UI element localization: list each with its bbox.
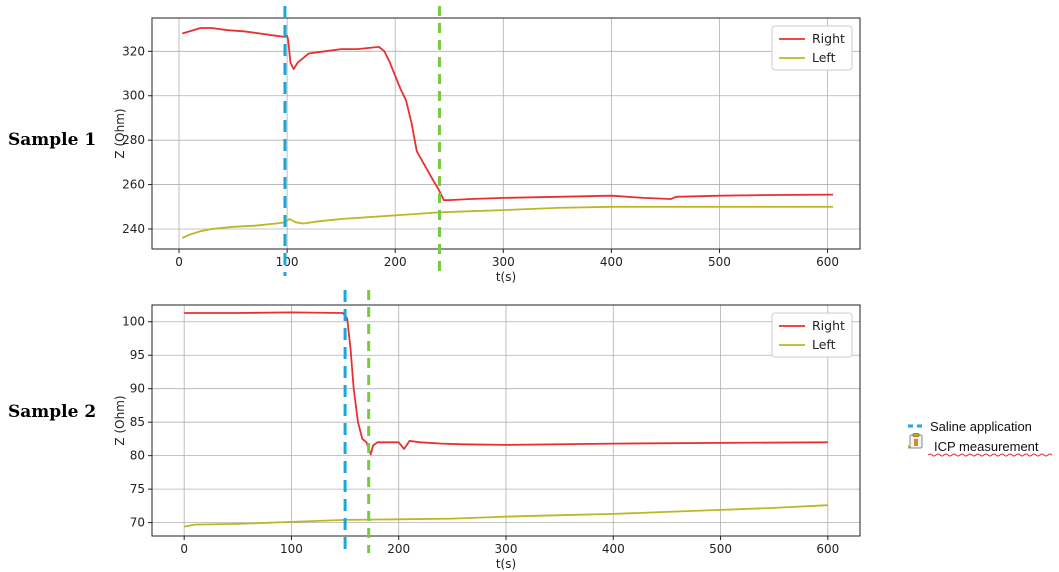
legend-label-left: Left xyxy=(812,337,836,352)
x-tick-label: 600 xyxy=(816,542,839,556)
spellcheck-underline xyxy=(928,453,1053,457)
y-axis-label: Z (Ohm) xyxy=(113,108,127,158)
y-tick-label: 70 xyxy=(130,516,145,530)
y-tick-label: 90 xyxy=(130,382,145,396)
y-tick-label: 75 xyxy=(130,482,145,496)
clipboard-icon xyxy=(909,433,923,449)
x-axis-label: t(s) xyxy=(496,270,516,284)
y-tick-label: 240 xyxy=(122,222,145,236)
x-axis-label: t(s) xyxy=(496,557,516,571)
x-tick-label: 200 xyxy=(387,542,410,556)
y-tick-label: 280 xyxy=(122,133,145,147)
legend-label-icp: ICP measurement xyxy=(934,439,1039,454)
legend-box xyxy=(771,25,853,71)
x-tick-label: 400 xyxy=(602,542,625,556)
y-tick-label: 320 xyxy=(122,44,145,58)
y-tick-label: 80 xyxy=(130,449,145,463)
legend-box xyxy=(771,312,853,358)
x-tick-label: 400 xyxy=(600,255,623,269)
x-tick-label: 0 xyxy=(180,542,188,556)
y-tick-label: 100 xyxy=(122,315,145,329)
y-tick-label: 95 xyxy=(130,348,145,362)
chart-sample-1: 0 100 200 300 400 500 600 240 260 280 300 320 t(s) Z … xyxy=(113,6,861,284)
y-tick-label: 260 xyxy=(122,178,145,192)
y-axis-label: Z (Ohm) xyxy=(113,395,127,445)
plot-frame xyxy=(151,17,861,250)
y-tick-label: 300 xyxy=(122,89,145,103)
legend-label-saline: Saline application xyxy=(930,419,1032,434)
x-tick-label: 200 xyxy=(384,255,407,269)
y-tick-label: 85 xyxy=(130,415,145,429)
chart-sample-2: 0 100 200 300 400 500 600 70 75 80 85 90 95 100 t(s) Z … xyxy=(113,290,861,571)
x-tick-label: 300 xyxy=(495,542,518,556)
series-line-left xyxy=(184,504,828,528)
x-tick-label: 100 xyxy=(276,255,299,269)
x-tick-label: 500 xyxy=(709,542,732,556)
sample-1-label: Sample 1 xyxy=(8,130,97,150)
legend-label-right: Right xyxy=(812,318,845,333)
x-tick-label: 300 xyxy=(492,255,515,269)
x-tick-label: 0 xyxy=(175,255,183,269)
figure-legend: Saline application ICP measurement xyxy=(908,419,1039,454)
series-line-left xyxy=(181,205,833,239)
x-tick-label: 600 xyxy=(816,255,839,269)
series-line-right xyxy=(182,27,834,202)
x-tick-label: 100 xyxy=(280,542,303,556)
legend-label-left: Left xyxy=(812,50,836,65)
legend-label-right: Right xyxy=(812,31,845,46)
x-tick-label: 500 xyxy=(708,255,731,269)
sample-2-label: Sample 2 xyxy=(8,402,97,422)
